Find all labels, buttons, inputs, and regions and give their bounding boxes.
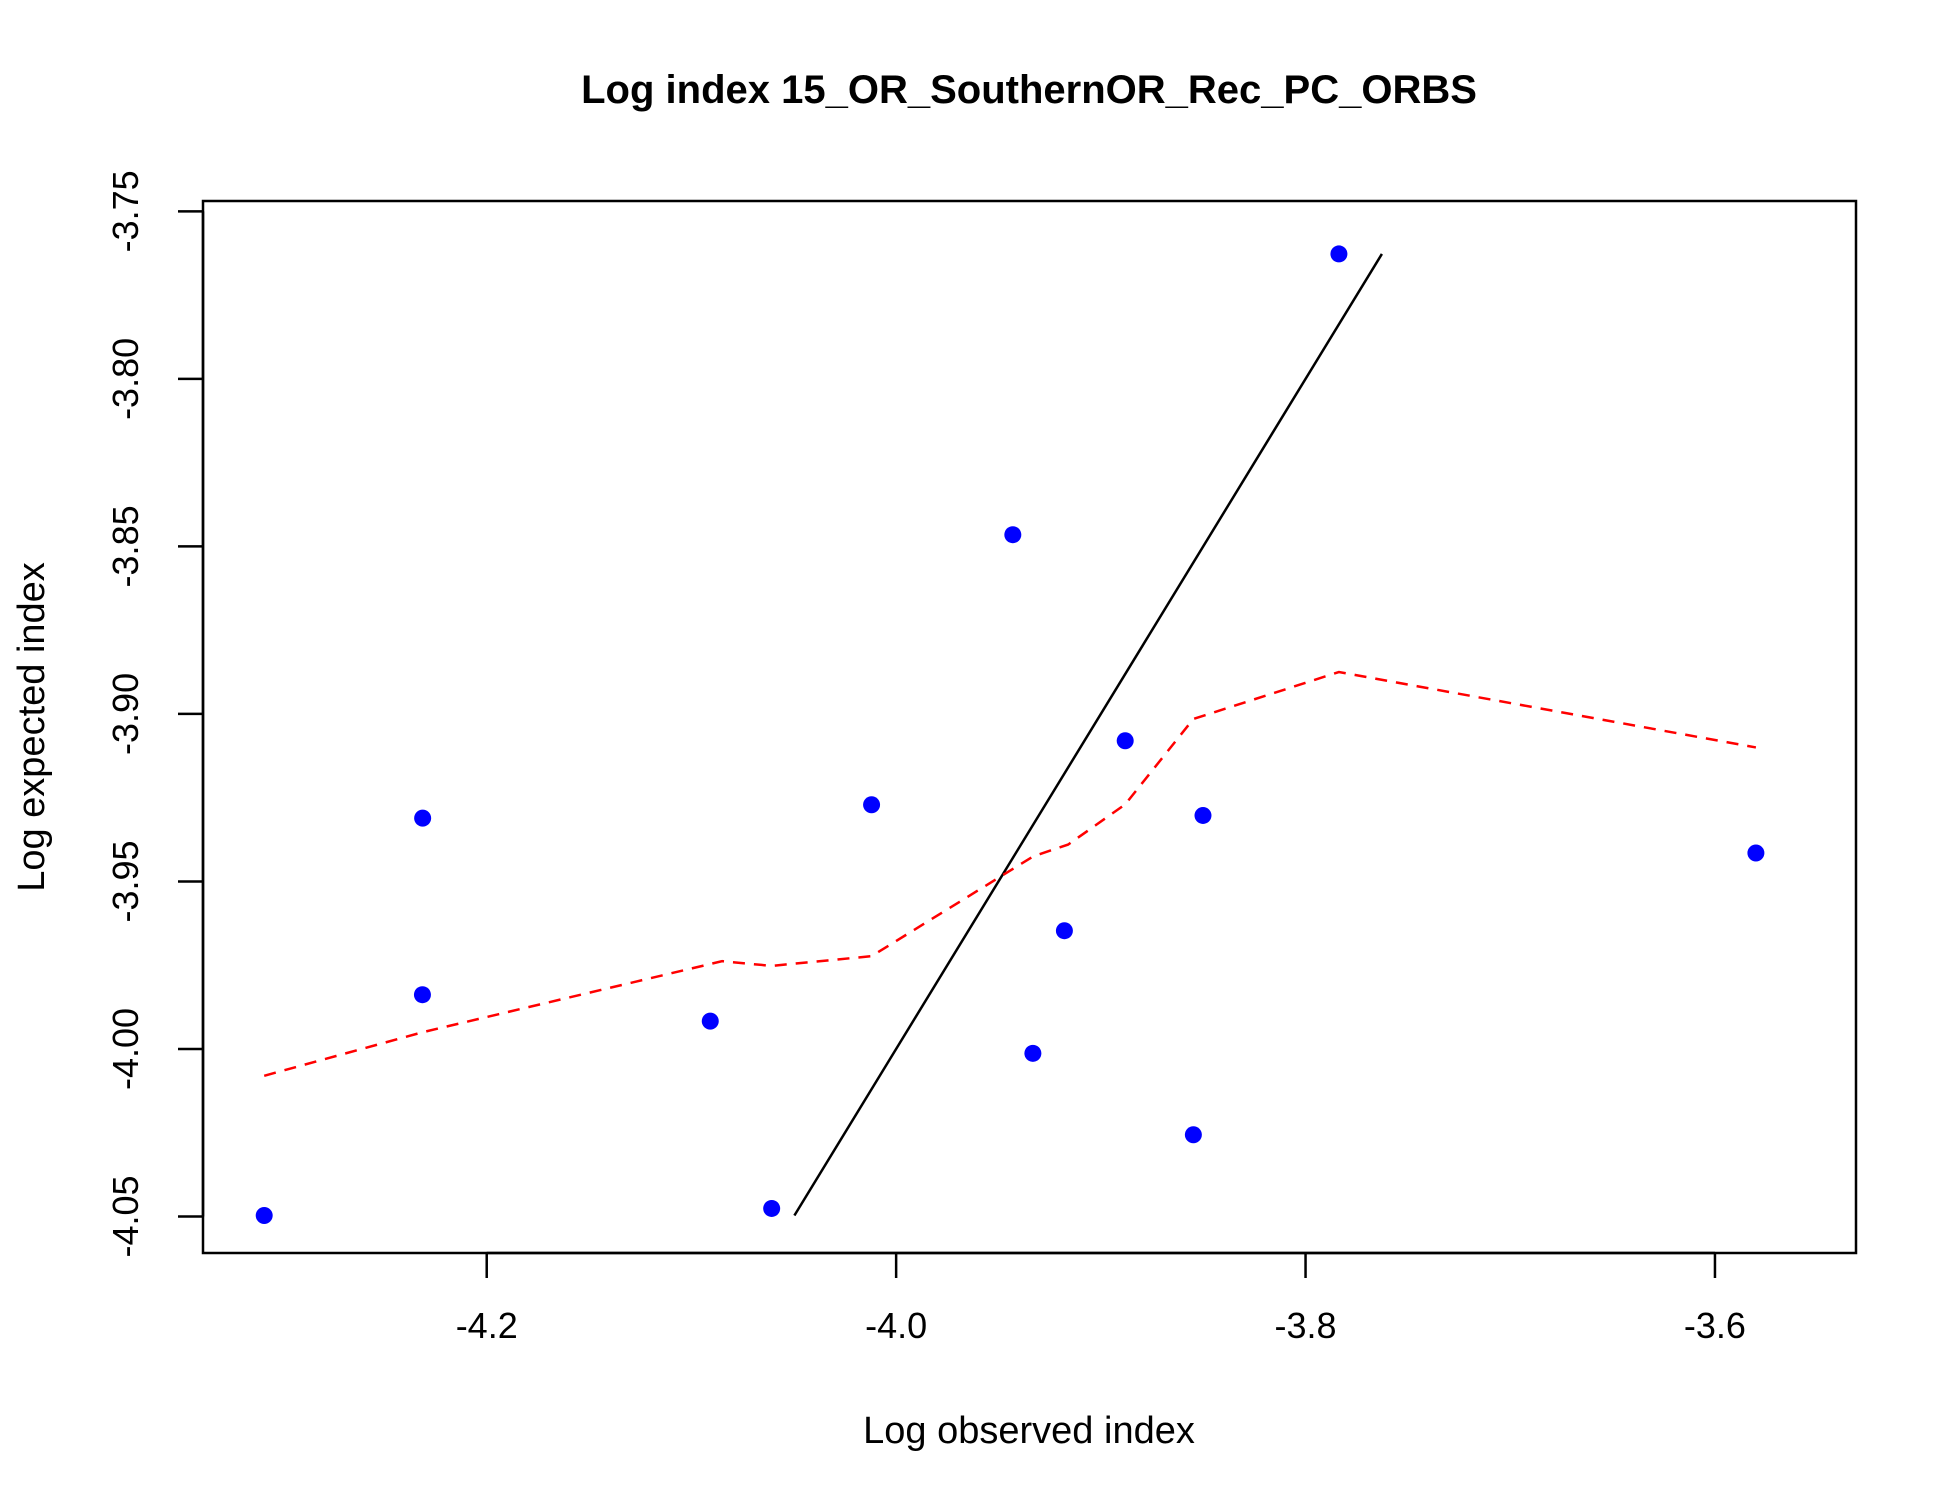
data-point	[763, 1199, 781, 1217]
x-tick-label: -3.6	[1684, 1305, 1746, 1346]
x-tick-label: -4.0	[865, 1305, 927, 1346]
chart-title: Log index 15_OR_SouthernOR_Rec_PC_ORBS	[581, 68, 1477, 112]
identity-line	[793, 253, 1383, 1217]
y-tick-label: -3.85	[105, 505, 146, 587]
data-point	[1004, 526, 1022, 544]
data-point	[255, 1206, 273, 1224]
data-point	[414, 809, 432, 827]
y-tick-label: -4.05	[105, 1175, 146, 1257]
data-point	[1055, 922, 1073, 940]
x-tick-label: -4.2	[456, 1305, 518, 1346]
y-tick-label: -3.80	[105, 338, 146, 420]
smoother-layer	[263, 670, 1757, 1077]
y-tick-label: -4.00	[105, 1008, 146, 1090]
identity-line-layer	[793, 253, 1383, 1217]
y-tick-label: -3.90	[105, 673, 146, 755]
data-point	[1194, 806, 1212, 824]
data-point	[863, 796, 881, 814]
plot-frame	[201, 199, 1858, 1255]
data-point	[1330, 245, 1348, 263]
x-tick-label: -3.8	[1275, 1305, 1337, 1346]
data-point	[701, 1012, 719, 1030]
y-tick-label: -3.75	[105, 170, 146, 252]
x-axis: -4.2 -4.0 -3.8 -3.6	[456, 1251, 1746, 1346]
data-point	[413, 986, 431, 1004]
points-layer	[255, 245, 1765, 1224]
data-point	[1184, 1126, 1202, 1144]
smoother-line	[263, 670, 1757, 1077]
y-axis: -4.05 -4.00 -3.95 -3.90 -3.85 -3.80 -3.75	[105, 170, 205, 1258]
x-axis-label: Log observed index	[863, 1410, 1195, 1452]
y-axis-label: Log expected index	[11, 562, 53, 892]
data-point	[1747, 844, 1765, 862]
data-point	[1116, 732, 1134, 750]
y-tick-label: -3.95	[105, 840, 146, 922]
data-point	[1024, 1044, 1042, 1062]
